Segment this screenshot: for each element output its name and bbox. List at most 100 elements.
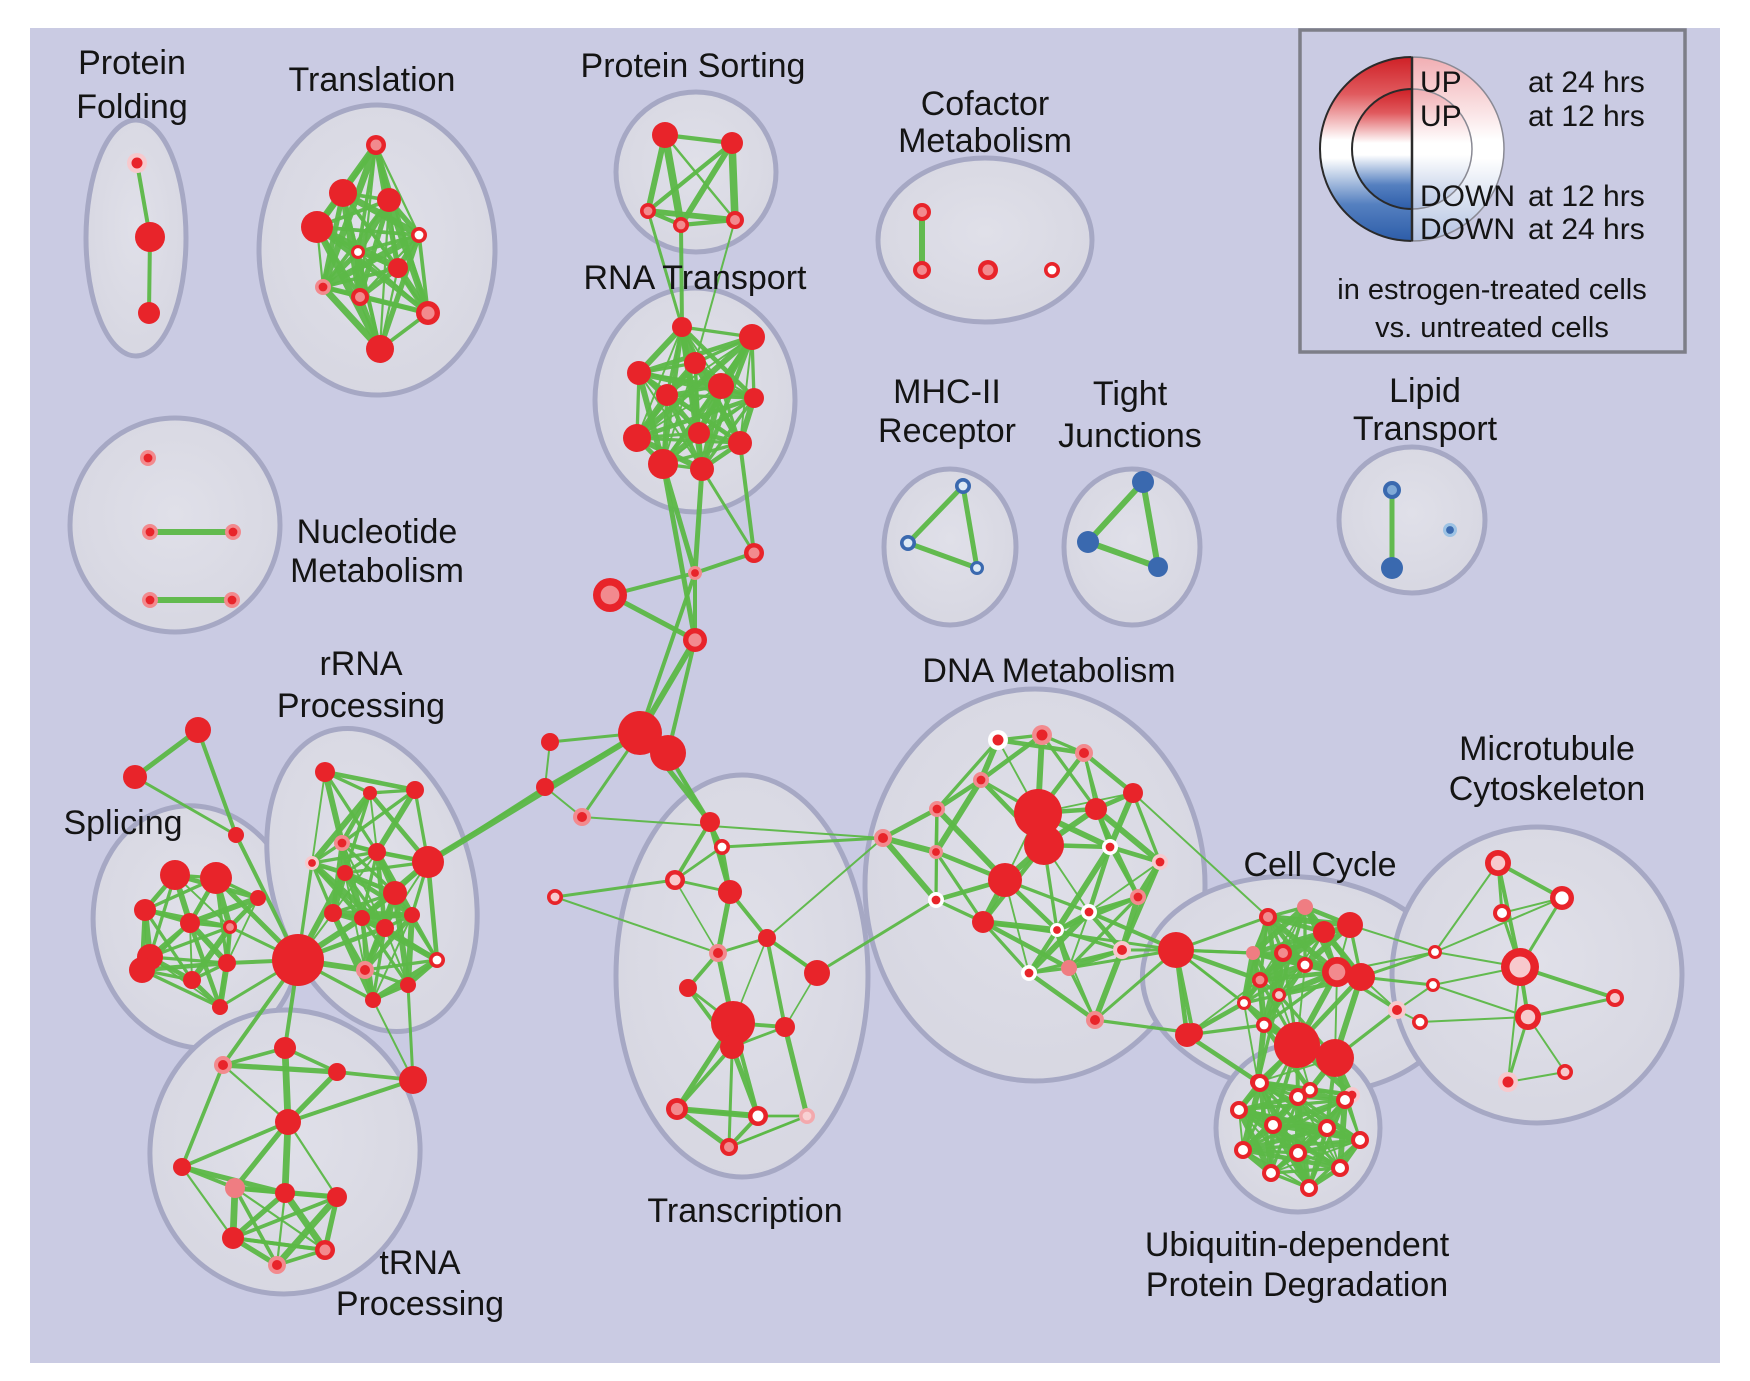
network-edge xyxy=(1107,844,1163,865)
gene-node-center-cc-13 xyxy=(1259,1020,1269,1030)
network-edge xyxy=(140,968,222,1009)
cluster-label-li: Lipid xyxy=(1389,372,1461,410)
gene-node-rr-17 xyxy=(272,934,324,986)
network-edge xyxy=(934,850,985,924)
network-edge xyxy=(700,396,756,471)
network-edge xyxy=(231,1195,339,1240)
legend-entry-direction: DOWN xyxy=(1420,213,1515,246)
legend-border xyxy=(1298,28,1687,354)
gene-node-rt-1 xyxy=(739,324,765,350)
gene-node-cn-4 xyxy=(618,711,662,755)
gene-node-center-ub-4 xyxy=(1268,1120,1278,1130)
network-edge xyxy=(1131,791,1162,864)
gene-node-center-dm-7 xyxy=(878,833,888,843)
gene-node-tx-9 xyxy=(711,1001,755,1045)
gene-node-rr-1 xyxy=(363,786,377,800)
network-edge xyxy=(645,208,738,223)
gene-node-center-tr-4 xyxy=(414,230,424,240)
gene-node-center-mt-10 xyxy=(1560,1067,1570,1077)
gene-node-rr-10 xyxy=(354,910,370,926)
gene-node-center-dm-3 xyxy=(976,775,986,785)
network-edge xyxy=(410,913,439,962)
gene-node-center-dm-18 xyxy=(1053,926,1061,934)
gene-node-ps-0 xyxy=(652,122,678,148)
network-edge xyxy=(674,879,719,954)
gene-node-tj-0 xyxy=(1132,471,1154,493)
network-edge xyxy=(1306,1125,1330,1191)
network-edge xyxy=(374,787,418,855)
network-edge xyxy=(342,870,415,918)
network-edge xyxy=(934,777,984,812)
gene-node-dm-9 xyxy=(1024,825,1064,865)
network-edge xyxy=(1092,947,1125,1023)
network-edge xyxy=(673,820,712,882)
gene-node-sp-7 xyxy=(183,971,201,989)
gene-node-center-cc-7 xyxy=(1300,960,1310,970)
network-edge xyxy=(634,395,757,441)
gene-node-center-mh-2 xyxy=(973,564,981,572)
gene-node-tx-3 xyxy=(718,880,742,904)
gene-node-cn-11 xyxy=(228,827,244,843)
gene-node-center-ub-7 xyxy=(1238,1145,1248,1155)
network-edge xyxy=(1507,966,1521,1083)
network-edge xyxy=(678,217,738,228)
network-edge xyxy=(330,910,376,1003)
network-edge xyxy=(1067,948,1178,970)
gene-node-center-ub-0 xyxy=(1255,1078,1265,1088)
gene-node-center-mt-0 xyxy=(1490,855,1506,871)
network-edge xyxy=(981,920,1178,952)
network-edge xyxy=(363,958,439,972)
network-edge xyxy=(1088,861,1161,913)
network-edge xyxy=(232,1119,291,1191)
network-edge xyxy=(1432,984,1529,1018)
gene-node-rt-6 xyxy=(744,388,764,408)
gene-node-center-dm-16 xyxy=(1133,892,1143,902)
cluster-label-mt: Microtubule xyxy=(1459,730,1635,768)
gene-node-center-tr-8 xyxy=(355,292,365,302)
network-edge xyxy=(417,233,430,315)
network-edge xyxy=(1526,996,1617,1019)
gene-node-center-mh-0 xyxy=(958,481,968,491)
cluster-label-ub: Protein Degradation xyxy=(1146,1266,1448,1304)
gene-node-center-mt-4 xyxy=(1509,956,1531,978)
legend-footnote-line1: in estrogen-treated cells xyxy=(1337,274,1647,306)
gene-node-center-cc-17 xyxy=(1392,1005,1402,1015)
gene-node-tx-11 xyxy=(775,1017,795,1037)
network-edge xyxy=(344,872,363,919)
gene-node-tr-3 xyxy=(301,211,333,243)
gene-node-tx-0 xyxy=(700,812,720,832)
gene-node-sp-9 xyxy=(212,999,228,1015)
network-edge xyxy=(978,732,1045,783)
network-edge xyxy=(189,924,233,983)
network-edge xyxy=(693,551,756,575)
gene-node-center-cn-2 xyxy=(600,585,620,605)
gene-node-tn-7 xyxy=(275,1183,295,1203)
gene-node-cc-4 xyxy=(1337,912,1363,938)
gene-node-dm-6 xyxy=(1085,798,1107,820)
network-edge xyxy=(674,1106,761,1119)
gene-node-center-li-0 xyxy=(1387,485,1397,495)
gene-node-center-cn-1 xyxy=(691,569,699,577)
network-edge xyxy=(1269,1166,1342,1175)
gene-node-center-tn-0 xyxy=(218,1060,228,1070)
gene-node-center-nu-1 xyxy=(145,527,155,537)
gene-node-tr-10 xyxy=(366,335,394,363)
network-edge xyxy=(319,283,384,353)
cluster-label-mt: Cytoskeleton xyxy=(1449,770,1646,808)
gene-node-cc-0 xyxy=(1158,932,1194,968)
network-edge xyxy=(880,806,940,841)
gene-node-center-ps-2 xyxy=(643,206,653,216)
network-edge xyxy=(359,912,415,921)
gene-node-sp-0 xyxy=(160,860,190,890)
gene-node-dm-21 xyxy=(1061,960,1077,976)
gene-node-cn-9 xyxy=(185,717,211,743)
gene-node-tj-2 xyxy=(1148,557,1168,577)
gene-node-rt-11 xyxy=(690,457,714,481)
gene-node-center-ub-3 xyxy=(1234,1105,1244,1115)
network-edge xyxy=(230,1190,288,1241)
network-edge xyxy=(664,392,705,472)
gene-node-pf-2 xyxy=(138,302,160,324)
gene-node-tn-1 xyxy=(274,1037,296,1059)
gene-node-center-ub-11 xyxy=(1304,1183,1314,1193)
cluster-label-sp: Splicing xyxy=(63,804,182,842)
